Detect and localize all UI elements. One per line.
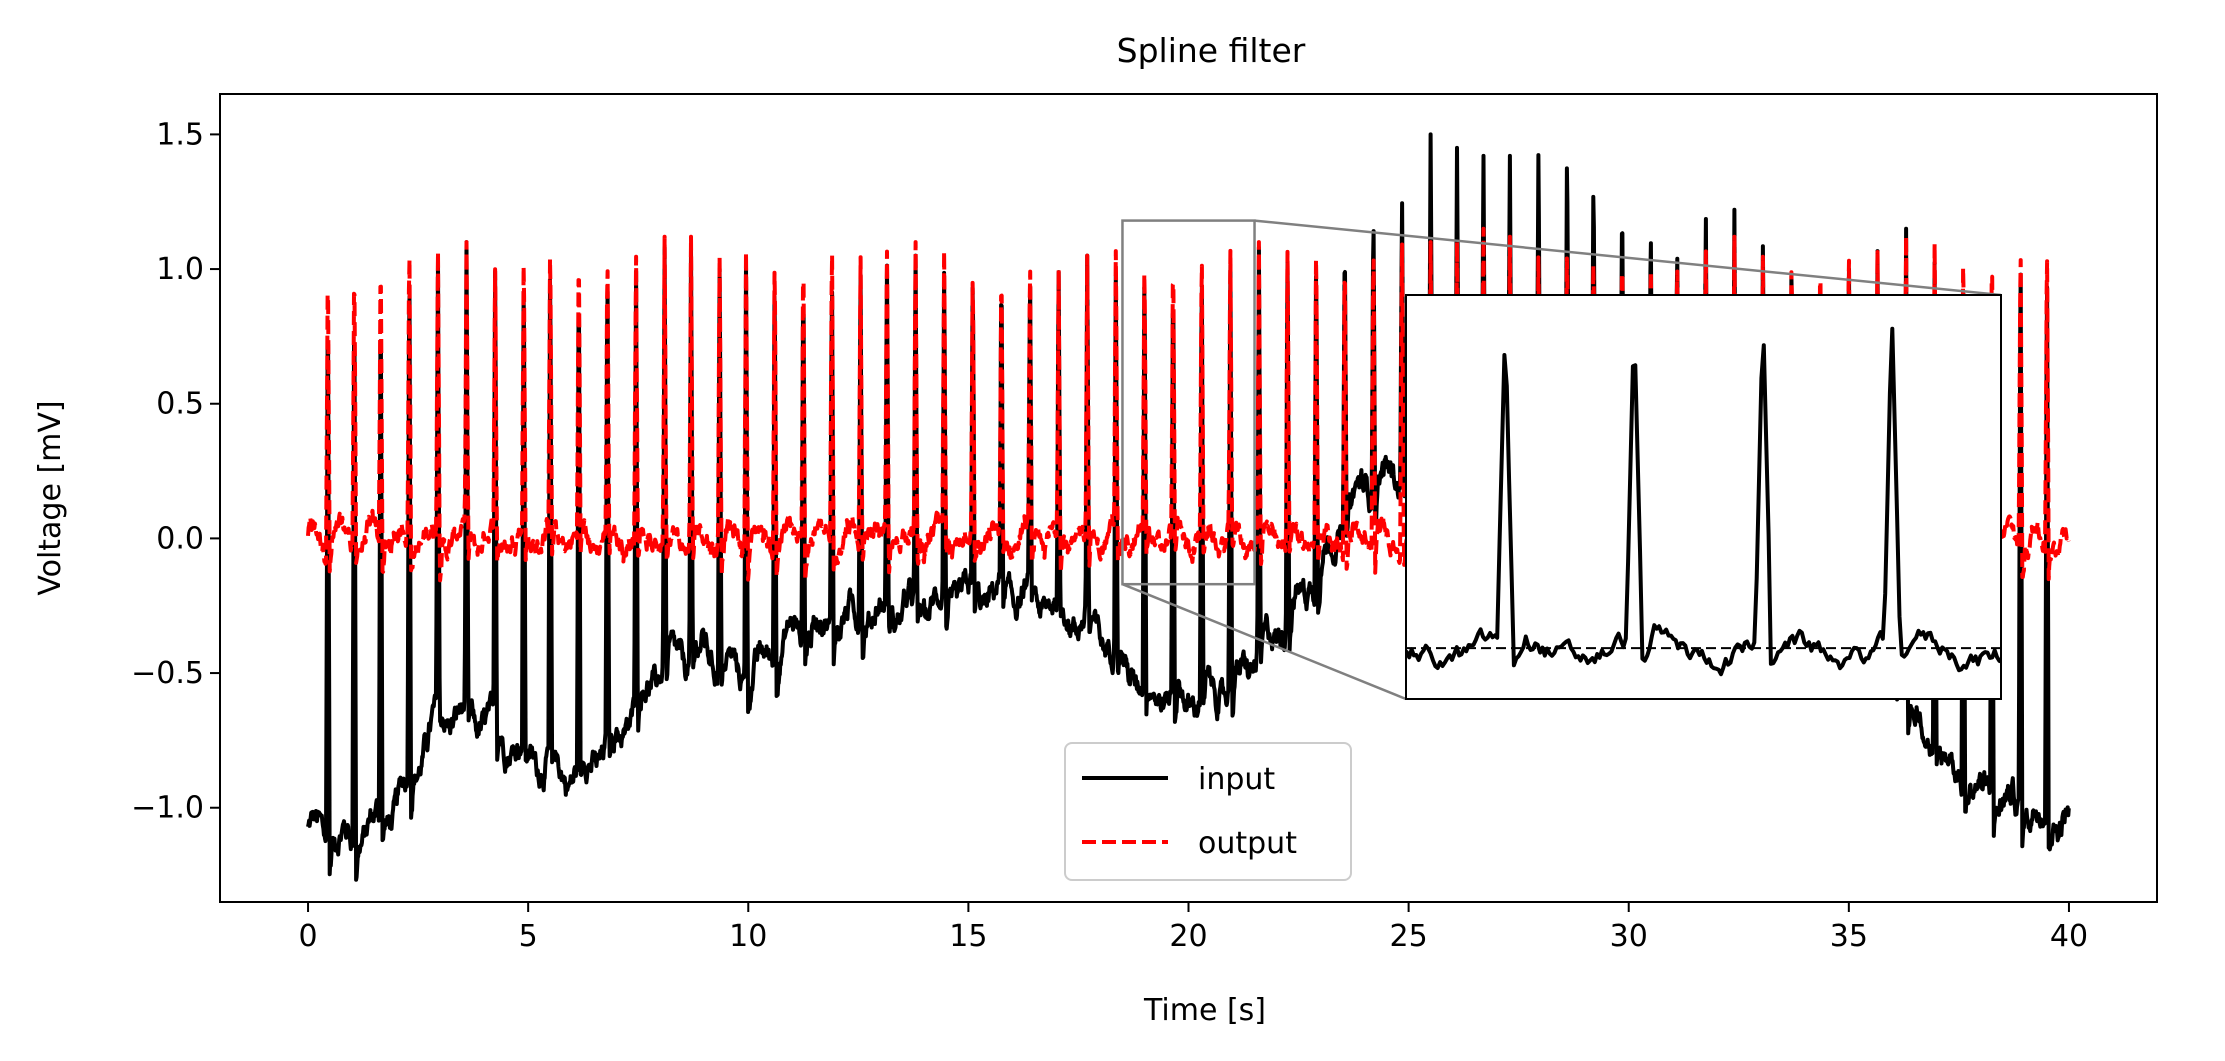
x-tick-label: 0 — [298, 919, 317, 954]
x-tick-label: 35 — [1830, 919, 1868, 954]
legend-input-label: input — [1198, 762, 1275, 797]
zoom-connector-bottom — [1121, 583, 1407, 701]
zoom-region-box — [1121, 219, 1256, 586]
x-tick-label: 15 — [949, 919, 987, 954]
y-tick-label: −1.0 — [131, 791, 204, 826]
y-tick-label: 0.0 — [156, 521, 204, 556]
x-tick-label: 25 — [1390, 919, 1428, 954]
x-tick-label: 30 — [1610, 919, 1648, 954]
inset-input-line — [1406, 326, 2001, 677]
x-tick-label: 40 — [2050, 919, 2088, 954]
plot-area-frame — [219, 93, 2158, 903]
legend: input output — [1064, 742, 1352, 881]
legend-output-label: output — [1198, 826, 1297, 861]
chart-title: Spline filter — [1117, 31, 1306, 70]
y-tick-label: 1.5 — [156, 117, 204, 152]
x-tick-label: 10 — [729, 919, 767, 954]
x-tick-label: 20 — [1169, 919, 1207, 954]
inset-frame — [1405, 294, 2002, 700]
inset-axes — [1405, 294, 2002, 700]
y-tick-label: 1.0 — [156, 252, 204, 287]
x-axis-ticks: 0 5 10 15 20 25 30 35 40 — [298, 902, 2088, 954]
y-axis-ticks: −1.0 −0.5 0.0 0.5 1.0 1.5 — [131, 117, 220, 826]
zoom-connector-top — [1254, 219, 2002, 297]
x-tick-label: 5 — [519, 919, 538, 954]
y-tick-label: −0.5 — [131, 656, 204, 691]
x-axis-label: Time [s] — [1143, 993, 1266, 1028]
y-axis-label: Voltage [mV] — [33, 400, 68, 595]
y-tick-label: 0.5 — [156, 387, 204, 422]
